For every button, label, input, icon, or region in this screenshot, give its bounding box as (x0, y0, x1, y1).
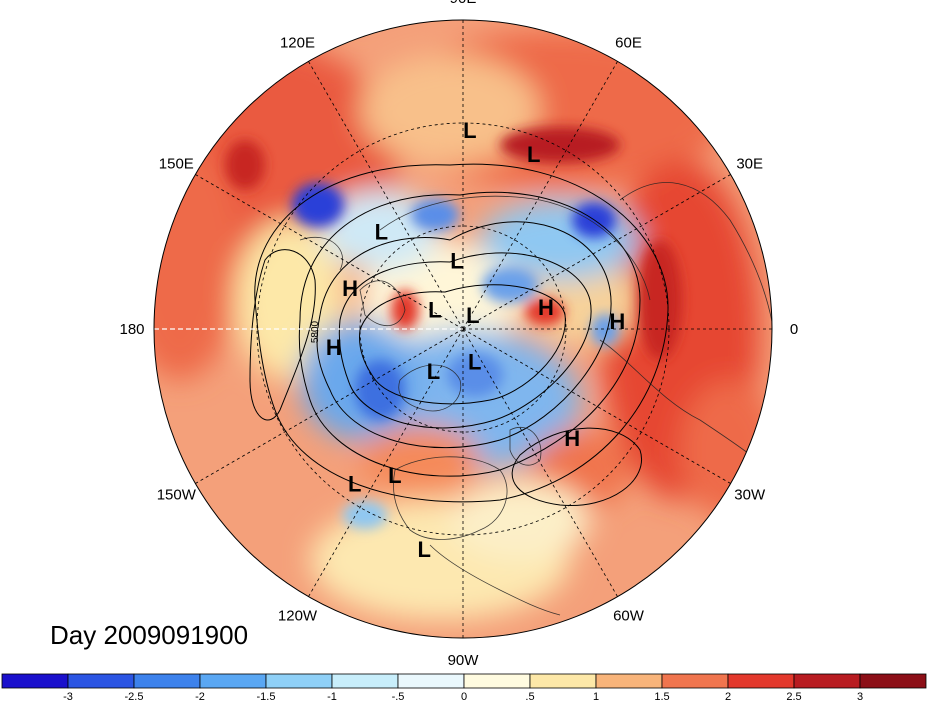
colorbar-box (331, 673, 399, 689)
colorbar-box (727, 673, 795, 689)
contour-label: 5800 (310, 320, 321, 343)
low-pressure-marker: L (348, 472, 361, 497)
longitude-label: 60E (615, 34, 642, 51)
colorbar-box (265, 673, 333, 689)
colorbar-tick-label: 3 (857, 691, 863, 702)
colorbar-tick-label: 2.5 (786, 691, 801, 702)
high-pressure-marker: H (609, 309, 625, 334)
colorbar-box (529, 673, 597, 689)
longitude-label: 60W (613, 608, 645, 625)
colorbar-tick-label: 2 (725, 691, 731, 702)
colorbar: -3 -2.5 -2 -1.5 -1 -.5 0 .5 1 1.5 2 2.5 3 (1, 673, 927, 702)
colorbar-tick-label: -2 (195, 691, 205, 702)
high-pressure-marker: H (342, 276, 358, 301)
colorbar-box (463, 673, 531, 689)
colorbar-box (199, 673, 267, 689)
colorbar-box (1, 673, 69, 689)
colorbar-box (661, 673, 729, 689)
longitude-label: 90W (448, 652, 480, 669)
colorbar-tick-label: -1.5 (257, 691, 276, 702)
low-pressure-marker: L (463, 118, 476, 143)
low-pressure-marker: L (527, 142, 540, 167)
colorbar-box (595, 673, 663, 689)
colorbar-box (67, 673, 135, 689)
colorbar-tick-labels: -3 -2.5 -2 -1.5 -1 -.5 0 .5 1 1.5 2 2.5 3 (63, 691, 863, 702)
longitude-label: 150E (159, 156, 194, 173)
low-pressure-marker: L (388, 463, 401, 488)
polar-map: 5800 90E 60E 30E 0 30W 60W 90W 120W 150W 180 150E 1… (119, 0, 798, 669)
longitude-label: 0 (790, 321, 798, 338)
longitude-label: 30W (734, 487, 766, 504)
colorbar-boxes (1, 673, 927, 689)
longitude-label: 90E (450, 0, 477, 7)
date-title: Day 2009091900 (50, 620, 249, 650)
longitude-label: 120W (278, 608, 318, 625)
colorbar-tick-label: -2.5 (125, 691, 144, 702)
colorbar-tick-label: -1 (327, 691, 337, 702)
high-pressure-marker: H (538, 295, 554, 320)
low-pressure-marker: L (417, 537, 430, 562)
low-pressure-marker: L (466, 303, 479, 328)
colorbar-tick-label: 0 (461, 691, 467, 702)
colorbar-box (133, 673, 201, 689)
high-pressure-marker: H (326, 335, 342, 360)
low-pressure-marker: L (375, 220, 388, 245)
colorbar-tick-label: .5 (525, 691, 534, 702)
colorbar-box (793, 673, 861, 689)
colorbar-tick-label: 1.5 (654, 691, 669, 702)
low-pressure-marker: L (428, 297, 441, 322)
graticule (195, 20, 772, 638)
longitude-label: 30E (736, 156, 763, 173)
longitude-label: 180 (119, 321, 144, 338)
colorbar-tick-label: 1 (593, 691, 599, 702)
height-contours (249, 163, 669, 507)
longitude-labels: 90E 60E 30E 0 30W 60W 90W 120W 150W 180 150E 120E (119, 0, 798, 669)
colorbar-tick-label: -.5 (392, 691, 405, 702)
longitude-label: 150W (157, 487, 197, 504)
low-pressure-marker: L (427, 359, 440, 384)
longitude-label: 120E (280, 34, 315, 51)
colorbar-box (397, 673, 465, 689)
high-pressure-marker: H (564, 426, 580, 451)
colorbar-box (859, 673, 927, 689)
low-pressure-marker: L (468, 349, 481, 374)
map-border (153, 19, 773, 639)
low-pressure-marker: L (450, 249, 463, 274)
colorbar-tick-label: -3 (63, 691, 73, 702)
